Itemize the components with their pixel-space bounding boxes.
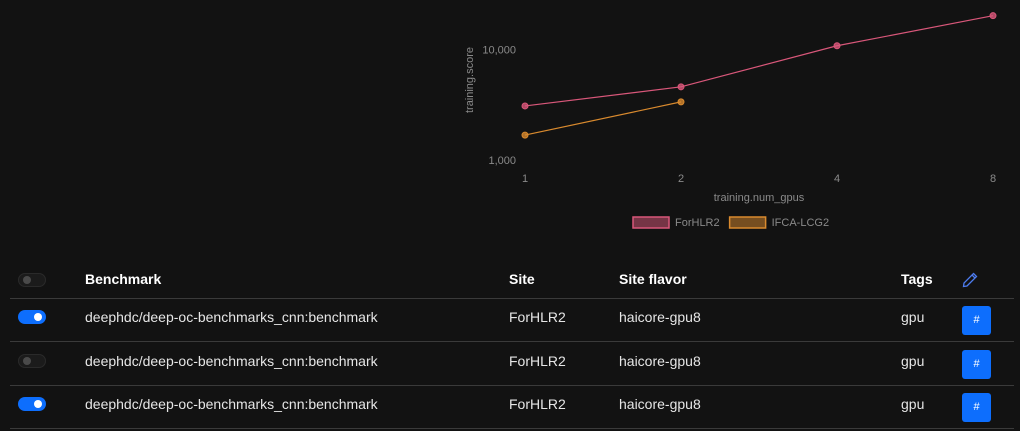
table-cell: gpu	[901, 396, 925, 412]
toggle-knob	[34, 400, 42, 408]
table-cell: ForHLR2	[509, 352, 566, 369]
tag-button[interactable]: #	[962, 393, 991, 422]
column-header: Tags	[901, 271, 933, 287]
table-cell: ForHLR2	[509, 396, 566, 412]
tag-button[interactable]: #	[962, 306, 991, 335]
row-separator	[10, 298, 1014, 299]
data-point	[521, 131, 529, 139]
toggle-switch[interactable]	[18, 273, 46, 287]
column-header: Benchmark	[85, 271, 162, 287]
data-point	[833, 42, 841, 50]
x-tick-label: 2	[678, 173, 684, 185]
legend-label: IFCA-LCG2	[772, 217, 829, 229]
x-axis-label: training.num_gpus	[714, 192, 805, 204]
benchmark-table: Benchmark Site Site flavor Tags deephdc/deep…	[0, 250, 1020, 431]
toggle-switch[interactable]	[18, 353, 46, 368]
data-point	[521, 102, 529, 110]
toggle-knob	[34, 313, 42, 321]
column-header: Site flavor	[619, 271, 687, 287]
table-cell: gpu	[901, 309, 925, 325]
toggle-switch[interactable]	[18, 310, 46, 324]
table-cell: gpu	[901, 352, 925, 369]
toggle-knob	[23, 356, 31, 365]
table-cell: deephdc/deep-oc-benchmarks_cnn:benchmark	[85, 396, 378, 412]
data-point	[677, 83, 685, 91]
legend-swatch	[632, 216, 670, 229]
series-line	[524, 101, 682, 136]
edit-icon[interactable]	[962, 272, 978, 288]
toggle-switch[interactable]	[18, 397, 46, 411]
y-axis-label: training.score	[464, 47, 476, 113]
table-cell: haicore-gpu8	[619, 309, 701, 325]
row-separator	[10, 428, 1014, 429]
table-cell: ForHLR2	[509, 309, 566, 325]
table-cell: deephdc/deep-oc-benchmarks_cnn:benchmark	[85, 309, 378, 325]
x-tick-label: 1	[522, 173, 528, 185]
table-cell: haicore-gpu8	[619, 352, 701, 369]
data-point	[989, 12, 997, 20]
row-separator	[10, 384, 1014, 386]
chart: training.num_gpus training.score 1,000 10…	[464, 12, 997, 229]
series-line	[524, 15, 994, 107]
toggle-knob	[23, 276, 31, 284]
y-tick-label: 1,000	[488, 155, 516, 167]
legend-label: ForHLR2	[675, 217, 720, 229]
x-tick-label: 8	[990, 173, 996, 185]
y-tick-label: 10,000	[482, 45, 516, 57]
table-cell: haicore-gpu8	[619, 396, 701, 412]
data-point	[677, 98, 685, 106]
row-separator	[10, 341, 1014, 342]
tag-button[interactable]: #	[962, 349, 991, 379]
table-cell: deephdc/deep-oc-benchmarks_cnn:benchmark	[85, 352, 378, 369]
legend-swatch	[728, 216, 767, 229]
column-header: Site	[509, 271, 535, 287]
x-tick-label: 4	[834, 173, 840, 185]
